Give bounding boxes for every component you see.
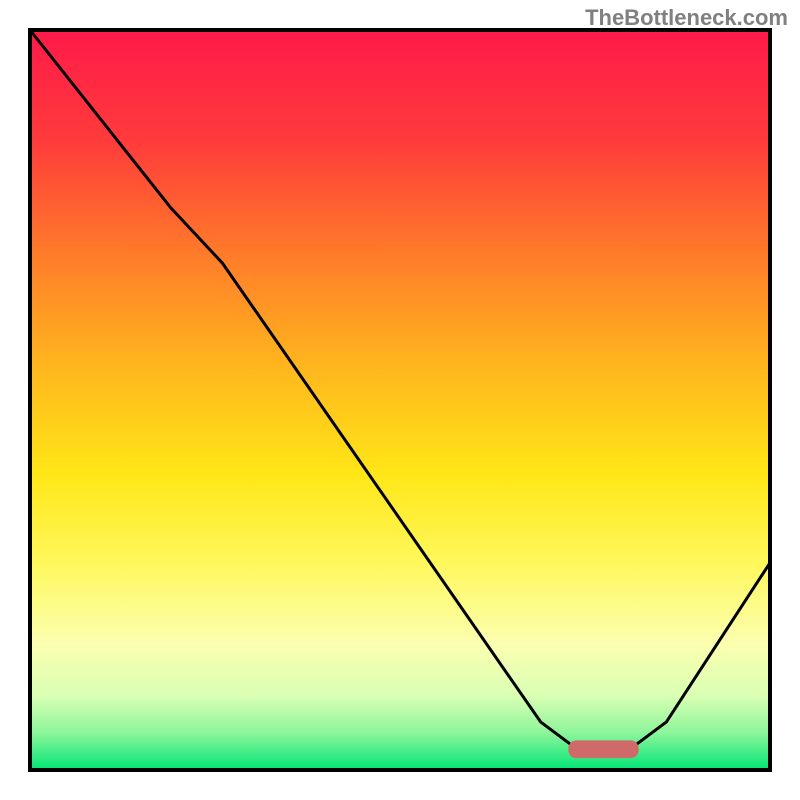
plot-background — [30, 30, 770, 770]
optimal-marker — [568, 740, 638, 758]
chart-svg — [0, 0, 800, 800]
bottleneck-chart: TheBottleneck.com — [0, 0, 800, 800]
watermark-text: TheBottleneck.com — [585, 5, 788, 31]
